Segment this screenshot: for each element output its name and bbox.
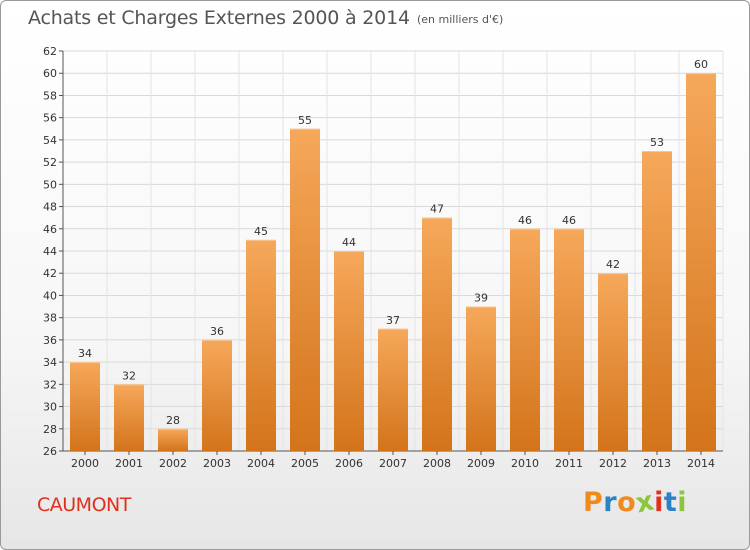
data-label: 55 (298, 114, 312, 127)
data-label: 39 (474, 292, 488, 305)
x-tick-label: 2010 (511, 457, 539, 470)
x-tick-label: 2006 (335, 457, 363, 470)
y-tick-label: 30 (43, 401, 57, 414)
logo-letter: r (603, 487, 618, 518)
data-label: 28 (166, 414, 180, 427)
y-tick-label: 32 (43, 378, 57, 391)
labels: 26 28 30 32 34 36 38 40 42 44 46 48 50 52 54 56 58 60 62 20… (43, 45, 715, 470)
data-label: 47 (430, 203, 444, 216)
bar-2000 (70, 362, 100, 451)
x-tick-label: 2002 (159, 457, 187, 470)
x-tick-label: 2005 (291, 457, 319, 470)
y-tick-label: 50 (43, 178, 57, 191)
y-tick-label: 44 (43, 245, 57, 258)
y-tick-label: 54 (43, 134, 57, 147)
y-tick-label: 34 (43, 356, 57, 369)
bars (70, 73, 716, 451)
bar-2003 (202, 339, 232, 451)
y-tick-label: 58 (43, 89, 57, 102)
logo-letter: t (663, 487, 678, 518)
data-label: 53 (650, 136, 664, 149)
data-label: 60 (694, 58, 708, 71)
bar-2004 (246, 239, 276, 451)
data-label: 32 (122, 369, 136, 382)
x-tick-label: 2001 (115, 457, 143, 470)
logo-letter: i (677, 487, 688, 518)
bar-2006 (334, 251, 364, 451)
bar-2007 (378, 328, 408, 451)
x-tick-label: 2013 (643, 457, 671, 470)
data-label: 45 (254, 225, 268, 238)
chart-subtitle: (en milliers d'€) (417, 13, 504, 26)
y-tick-label: 38 (43, 312, 57, 325)
x-tick-label: 2004 (247, 457, 275, 470)
y-tick-label: 26 (43, 445, 57, 458)
y-tick-label: 48 (43, 201, 57, 214)
bar-2014 (686, 73, 716, 451)
x-tick-label: 2012 (599, 457, 627, 470)
y-tick-label: 60 (43, 67, 57, 80)
y-tick-label: 62 (43, 45, 57, 58)
y-tick-label: 40 (43, 289, 57, 302)
y-tick-label: 28 (43, 423, 57, 436)
commune-name: CAUMONT (37, 494, 131, 516)
bar-2010 (510, 228, 540, 451)
data-label: 34 (78, 347, 92, 360)
y-tick-label: 46 (43, 223, 57, 236)
x-tick-label: 2014 (687, 457, 715, 470)
y-tick-label: 56 (43, 112, 57, 125)
bar-2012 (598, 273, 628, 451)
logo-letter: i (654, 487, 664, 518)
data-label: 46 (562, 214, 576, 227)
x-tick-label: 2007 (379, 457, 407, 470)
data-label: 37 (386, 314, 400, 327)
y-tick-label: 52 (43, 156, 57, 169)
bar-2013 (642, 151, 672, 451)
x-tick-label: 2009 (467, 457, 495, 470)
y-tick-label: 36 (43, 334, 57, 347)
x-tick-label: 2011 (555, 457, 583, 470)
logo-letter: P (583, 487, 604, 518)
data-label: 44 (342, 236, 356, 249)
bar-2008 (422, 217, 452, 451)
bar-2005 (290, 128, 320, 451)
chart-title: Achats et Charges Externes 2000 à 2014 (28, 7, 410, 29)
bar-2011 (554, 228, 584, 451)
data-label: 42 (606, 258, 620, 271)
logo-letter: o (617, 487, 637, 518)
x-tick-label: 2003 (203, 457, 231, 470)
data-label: 36 (210, 325, 224, 338)
bar-2009 (466, 306, 496, 451)
proxiti-logo: Proxiti (583, 485, 688, 519)
y-tick-label: 42 (43, 267, 57, 280)
data-label: 46 (518, 214, 532, 227)
bar-2001 (114, 384, 144, 451)
bar-2002 (158, 428, 188, 451)
x-tick-label: 2008 (423, 457, 451, 470)
x-tick-label: 2000 (71, 457, 99, 470)
